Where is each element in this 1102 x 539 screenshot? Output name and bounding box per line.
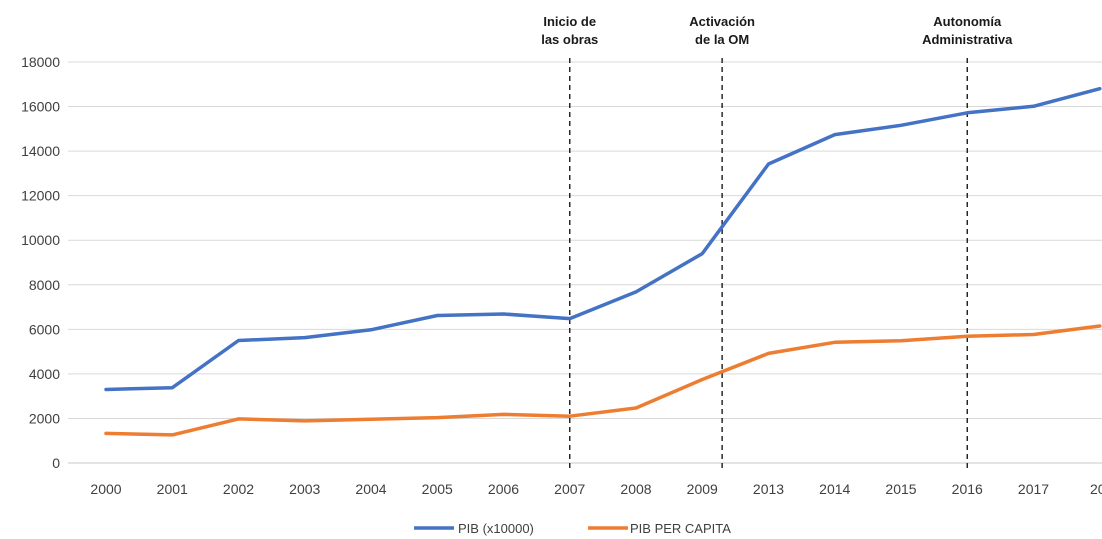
y-axis: 0 2000 4000 6000 8000 10000 12000 14000 16000 180… [21, 54, 60, 471]
x-tick-label: 2017 [1018, 481, 1049, 497]
annotations: Inicio de las obras Activación de la OM Auto… [541, 14, 1013, 470]
series-line [104, 86, 1102, 392]
x-tick-label: 2002 [223, 481, 254, 497]
annotation-label: Autonomía [933, 14, 1002, 29]
x-tick-label: 2014 [819, 481, 850, 497]
x-tick-label: 2003 [289, 481, 320, 497]
x-tick-label: 2008 [620, 481, 651, 497]
legend-label: PIB (x10000) [458, 521, 534, 536]
x-tick-label: 2001 [157, 481, 188, 497]
y-tick-label: 18000 [21, 54, 60, 70]
series-group [104, 86, 1102, 437]
y-tick-label: 0 [52, 455, 60, 471]
y-tick-label: 2000 [29, 410, 60, 426]
annotation-label: las obras [541, 32, 598, 47]
legend-label: PIB PER CAPITA [630, 521, 731, 536]
x-tick-label: 2007 [554, 481, 585, 497]
x-tick-label: 20: [1090, 481, 1102, 497]
gridlines [68, 61, 1102, 464]
y-tick-label: 12000 [21, 188, 60, 204]
x-tick-label: 2005 [422, 481, 453, 497]
y-tick-label: 8000 [29, 277, 60, 293]
x-tick-label: 2006 [488, 481, 519, 497]
y-tick-label: 16000 [21, 99, 60, 115]
x-tick-label: 2015 [885, 481, 916, 497]
annotation-label: Administrativa [922, 32, 1013, 47]
annotation-label: de la OM [695, 32, 749, 47]
annotation-label: Activación [689, 14, 755, 29]
y-tick-label: 4000 [29, 366, 60, 382]
y-tick-label: 10000 [21, 232, 60, 248]
x-tick-label: 2013 [753, 481, 784, 497]
x-tick-label: 2009 [687, 481, 718, 497]
x-tick-label: 2000 [90, 481, 121, 497]
legend: PIB (x10000) PIB PER CAPITA [414, 521, 731, 536]
x-tick-label: 2004 [355, 481, 386, 497]
annotation-label: Inicio de [543, 14, 596, 29]
x-tick-label: 2016 [952, 481, 983, 497]
y-tick-label: 6000 [29, 321, 60, 337]
series-line [104, 324, 1102, 437]
x-axis: 2000 2001 2002 2003 2004 2005 2006 2007 2008 2009… [90, 481, 1102, 497]
y-tick-label: 14000 [21, 143, 60, 159]
